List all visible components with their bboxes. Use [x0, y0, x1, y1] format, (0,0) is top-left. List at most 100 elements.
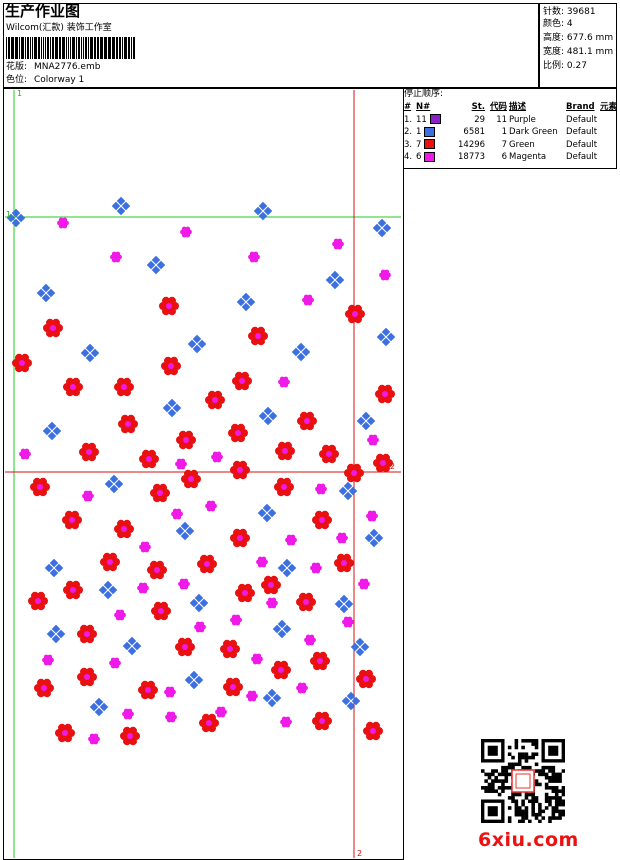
blue-diamond-motif: [44, 558, 64, 578]
row-needle: 11: [415, 114, 457, 127]
blue-diamond-motif: [46, 624, 66, 644]
row-brand: Default: [566, 152, 598, 162]
magenta-flower-motif: [19, 448, 31, 460]
stitch-count-label: 针数:: [543, 7, 565, 17]
magenta-flower-motif: [109, 657, 121, 669]
blue-diamond-motif: [89, 697, 109, 717]
red-flower-motif: [77, 667, 97, 687]
red-flower-motif: [118, 414, 138, 434]
company-name: Wilcom(汇款) 装饰工作室: [6, 23, 112, 33]
magenta-flower-motif: [82, 490, 94, 502]
row-description: Green: [509, 139, 535, 150]
red-flower-motif: [181, 469, 201, 489]
page-title: 生产作业图: [5, 2, 81, 20]
blue-diamond-motif: [372, 218, 392, 238]
red-flower-motif: [176, 430, 196, 450]
magenta-flower-motif: [366, 510, 378, 522]
red-flower-motif: [159, 296, 179, 316]
red-flower-motif: [235, 583, 255, 603]
row-index: 1.: [404, 114, 413, 125]
magenta-flower-motif: [285, 534, 297, 546]
height-label: 高度:: [543, 33, 565, 43]
red-flower-motif: [296, 592, 316, 612]
magenta-flower-motif: [215, 706, 227, 718]
col-header-description: 描述: [509, 102, 527, 112]
red-flower-motif: [274, 477, 294, 497]
row-stitches: 14296: [458, 139, 486, 150]
color-swatch: [424, 126, 436, 137]
col-header-code: 代码: [490, 102, 508, 112]
row-needle: 1: [415, 126, 457, 139]
magenta-flower-motif: [332, 238, 344, 250]
red-flower-motif: [63, 580, 83, 600]
blue-diamond-motif: [376, 327, 396, 347]
red-flower-motif: [356, 669, 376, 689]
color-count-label: 颜色:: [543, 19, 565, 29]
magenta-flower-motif: [164, 686, 176, 698]
red-flower-motif: [12, 353, 32, 373]
red-flower-motif: [363, 721, 383, 741]
blue-diamond-motif: [341, 691, 361, 711]
magenta-flower-motif: [122, 708, 134, 720]
blue-diamond-motif: [146, 255, 166, 275]
row-code: 11: [496, 114, 508, 125]
magenta-flower-motif: [256, 556, 268, 568]
magenta-flower-motif: [367, 434, 379, 446]
blue-diamond-motif: [236, 292, 256, 312]
col-header-index: #: [404, 102, 412, 112]
guide-label-right: 2: [390, 462, 396, 471]
height-value: 677.6 mm: [566, 33, 614, 43]
row-description: Purple: [509, 114, 536, 125]
blue-diamond-motif: [42, 421, 62, 441]
guide-label-top: 1: [17, 89, 23, 98]
magenta-flower-motif: [180, 226, 192, 238]
table-row: 2. 1 6581 1 Dark Green Default: [403, 126, 618, 139]
col-header-brand: Brand: [566, 102, 595, 112]
col-header-element: 元素: [600, 102, 618, 112]
red-flower-motif: [114, 519, 134, 539]
red-flower-motif: [297, 411, 317, 431]
blue-diamond-motif: [277, 558, 297, 578]
table-header-row: # N# St. 代码 描述 Brand 元素: [403, 101, 618, 114]
red-flower-motif: [139, 449, 159, 469]
red-flower-motif: [230, 460, 250, 480]
stop-sequence-panel: [403, 88, 617, 169]
red-flower-motif: [28, 591, 48, 611]
red-flower-motif: [63, 377, 83, 397]
col-header-needle: N#: [416, 102, 431, 112]
magenta-flower-motif: [280, 716, 292, 728]
row-brand: Default: [566, 114, 598, 125]
blue-diamond-motif: [325, 270, 345, 290]
red-flower-motif: [138, 680, 158, 700]
blue-diamond-motif: [162, 398, 182, 418]
magenta-flower-motif: [296, 682, 308, 694]
row-index: 4.: [404, 152, 413, 162]
magenta-flower-motif: [248, 251, 260, 263]
red-flower-motif: [312, 510, 332, 530]
magenta-flower-motif: [315, 483, 327, 495]
blue-diamond-motif: [338, 481, 358, 501]
row-code: 7: [501, 139, 508, 150]
red-flower-motif: [232, 371, 252, 391]
red-flower-motif: [199, 713, 219, 733]
red-flower-motif: [230, 528, 250, 548]
red-flower-motif: [30, 477, 50, 497]
blue-diamond-motif: [257, 503, 277, 523]
blue-diamond-motif: [98, 580, 118, 600]
blue-diamond-motif: [36, 283, 56, 303]
row-description: Dark Green: [509, 127, 558, 137]
design-file-name: MNA2776.emb: [34, 62, 101, 72]
red-flower-motif: [62, 510, 82, 530]
red-flower-motif: [223, 677, 243, 697]
blue-diamond-motif: [334, 594, 354, 614]
blue-diamond-motif: [291, 342, 311, 362]
red-flower-motif: [312, 711, 332, 731]
design-label: 花版:: [6, 62, 28, 72]
red-flower-motif: [197, 554, 217, 574]
red-flower-motif: [375, 384, 395, 404]
red-flower-motif: [205, 390, 225, 410]
magenta-flower-motif: [57, 217, 69, 229]
blue-diamond-motif: [364, 528, 384, 548]
magenta-flower-motif: [137, 582, 149, 594]
